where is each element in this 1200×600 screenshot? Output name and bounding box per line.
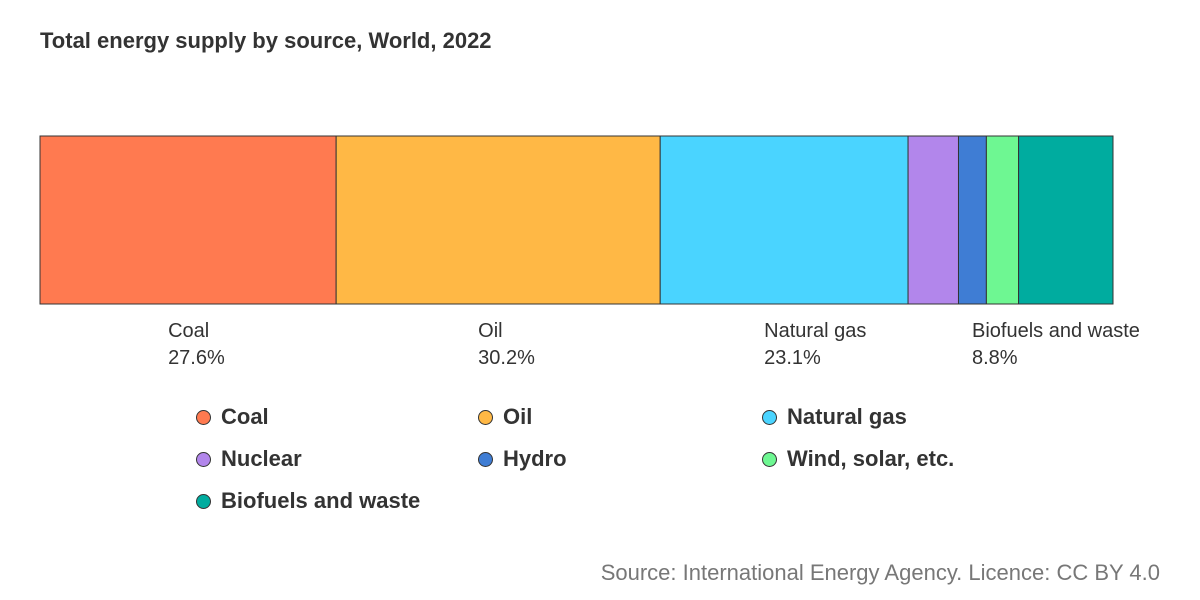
segment-value-oil: 30.2% (478, 347, 535, 369)
bar-segments (39, 135, 1114, 305)
segment-name-oil: Oil (478, 320, 502, 342)
legend-label-natural-gas: Natural gas (787, 404, 907, 429)
legend-label-nuclear: Nuclear (221, 446, 302, 471)
legend-label-coal: Coal (221, 404, 269, 429)
segment-name-biofuels-and-waste: Biofuels and waste (972, 320, 1140, 342)
bar-segment-wind-solar-etc (985, 135, 1020, 305)
source-note: Source: International Energy Agency. Lic… (600, 560, 1160, 585)
bar-segment-oil (335, 135, 661, 305)
legend-item-biofuels-and-waste: Biofuels and waste (196, 488, 420, 514)
legend-item-wind-solar-etc: Wind, solar, etc. (762, 446, 954, 472)
legend-swatch-coal (196, 409, 211, 425)
bar-segment-natural-gas (659, 135, 909, 305)
segment-value-coal: 27.6% (168, 347, 225, 369)
chart-title: Total energy supply by source, World, 20… (40, 28, 492, 53)
legend-swatch-oil (478, 409, 493, 425)
legend-item-nuclear: Nuclear (196, 446, 302, 472)
segment-name-coal: Coal (168, 320, 209, 342)
bar-segment-biofuels-and-waste (1018, 135, 1114, 305)
legend-swatch-hydro (478, 451, 493, 467)
legend-item-hydro: Hydro (478, 446, 567, 472)
legend-label-wind-solar-etc: Wind, solar, etc. (787, 446, 955, 471)
legend-swatch-nuclear (196, 451, 211, 467)
legend-item-natural-gas: Natural gas (762, 404, 907, 430)
bar-segment-coal (39, 135, 337, 305)
segment-labels: Coal 27.6% Oil 30.2% Natural gas 23.1% Biofuel… (168, 320, 1140, 369)
segment-value-biofuels-and-waste: 8.8% (972, 347, 1018, 369)
legend-label-oil: Oil (503, 404, 533, 429)
legend-swatch-natural-gas (762, 409, 777, 425)
legend-swatch-biofuels-and-waste (196, 493, 211, 509)
legend-swatch-wind-solar-etc (762, 451, 777, 467)
legend-item-coal: Coal (196, 404, 269, 430)
legend-label-hydro: Hydro (503, 446, 567, 471)
bar-segment-hydro (957, 135, 987, 305)
stacked-bar-chart: Coal 27.6% Oil 30.2% Natural gas 23.1% Biofuel… (39, 135, 1140, 369)
bar-segment-nuclear (907, 135, 959, 305)
segment-name-natural-gas: Natural gas (764, 320, 866, 342)
segment-value-natural-gas: 23.1% (764, 347, 821, 369)
legend-label-biofuels-and-waste: Biofuels and waste (221, 488, 421, 513)
legend-item-oil: Oil (478, 404, 532, 430)
